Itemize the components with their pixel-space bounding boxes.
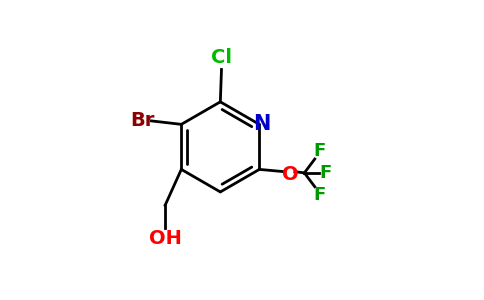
Text: F: F: [313, 142, 326, 160]
Text: Br: Br: [130, 111, 154, 130]
Text: F: F: [319, 164, 332, 182]
Text: Cl: Cl: [211, 48, 232, 68]
Text: F: F: [313, 186, 326, 204]
Text: O: O: [282, 164, 298, 184]
Text: N: N: [254, 114, 271, 134]
Text: OH: OH: [149, 229, 182, 248]
